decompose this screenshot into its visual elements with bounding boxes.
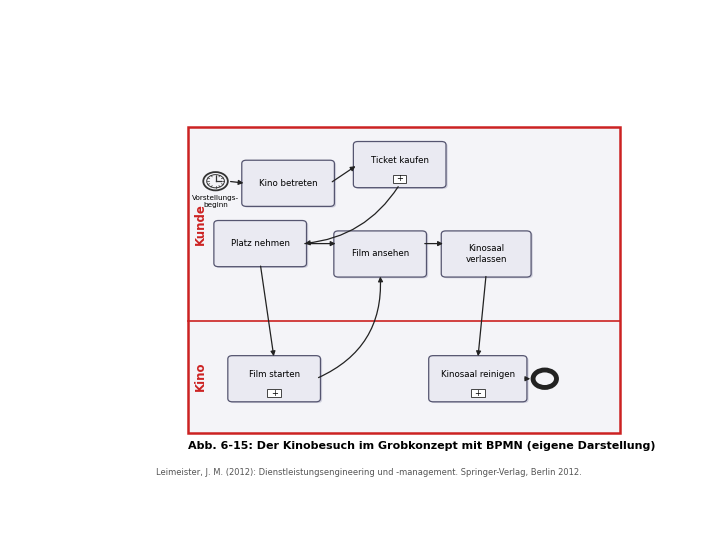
FancyBboxPatch shape bbox=[334, 231, 426, 277]
FancyBboxPatch shape bbox=[228, 356, 320, 402]
FancyBboxPatch shape bbox=[441, 231, 531, 277]
FancyBboxPatch shape bbox=[243, 161, 336, 207]
FancyBboxPatch shape bbox=[354, 141, 446, 188]
Text: Leimeister, J. M. (2012): Dienstleistungsengineering und -management. Springer-V: Leimeister, J. M. (2012): Dienstleistung… bbox=[156, 468, 582, 477]
FancyBboxPatch shape bbox=[431, 357, 528, 403]
FancyBboxPatch shape bbox=[230, 357, 322, 403]
FancyBboxPatch shape bbox=[215, 222, 308, 268]
Text: Kinosaal
verlassen: Kinosaal verlassen bbox=[465, 244, 507, 264]
Text: Ticket kaufen: Ticket kaufen bbox=[371, 156, 428, 165]
FancyBboxPatch shape bbox=[214, 220, 307, 267]
Text: Film ansehen: Film ansehen bbox=[351, 249, 409, 259]
Text: +: + bbox=[271, 389, 278, 397]
Text: Kino: Kino bbox=[194, 362, 207, 392]
FancyBboxPatch shape bbox=[242, 160, 334, 206]
Text: Kino betreten: Kino betreten bbox=[258, 179, 318, 188]
Bar bbox=[188, 321, 620, 433]
Text: Kunde: Kunde bbox=[194, 203, 207, 245]
Bar bbox=[393, 175, 406, 183]
Bar bbox=[188, 127, 620, 321]
Text: Film starten: Film starten bbox=[248, 370, 300, 379]
Text: Platz nehmen: Platz nehmen bbox=[230, 239, 289, 248]
Text: Kinosaal reinigen: Kinosaal reinigen bbox=[441, 370, 515, 379]
Bar bbox=[267, 389, 281, 397]
FancyBboxPatch shape bbox=[428, 356, 527, 402]
FancyBboxPatch shape bbox=[336, 232, 428, 278]
FancyBboxPatch shape bbox=[355, 143, 448, 189]
FancyBboxPatch shape bbox=[443, 232, 533, 278]
Bar bbox=[188, 127, 620, 433]
Text: Vorstellungs-
beginn: Vorstellungs- beginn bbox=[192, 195, 239, 208]
Text: Abb. 6-15: Der Kinobesuch im Grobkonzept mit BPMN (eigene Darstellung): Abb. 6-15: Der Kinobesuch im Grobkonzept… bbox=[188, 441, 655, 451]
Text: +: + bbox=[474, 389, 481, 397]
Bar bbox=[471, 389, 485, 397]
Text: +: + bbox=[396, 174, 403, 184]
